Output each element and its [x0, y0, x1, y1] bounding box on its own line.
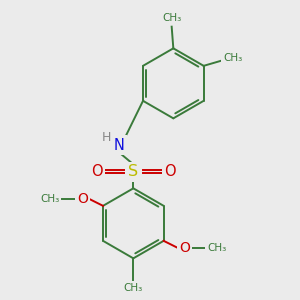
Text: CH₃: CH₃	[223, 53, 242, 63]
Text: CH₃: CH₃	[40, 194, 60, 203]
Text: CH₃: CH₃	[162, 13, 181, 23]
Text: CH₃: CH₃	[207, 243, 226, 253]
Text: O: O	[77, 191, 88, 206]
Text: CH₃: CH₃	[124, 283, 143, 293]
Text: O: O	[164, 164, 176, 179]
Text: H: H	[101, 131, 111, 144]
Text: O: O	[91, 164, 103, 179]
Text: S: S	[128, 164, 138, 179]
Text: O: O	[179, 241, 190, 255]
Text: N: N	[114, 137, 124, 152]
